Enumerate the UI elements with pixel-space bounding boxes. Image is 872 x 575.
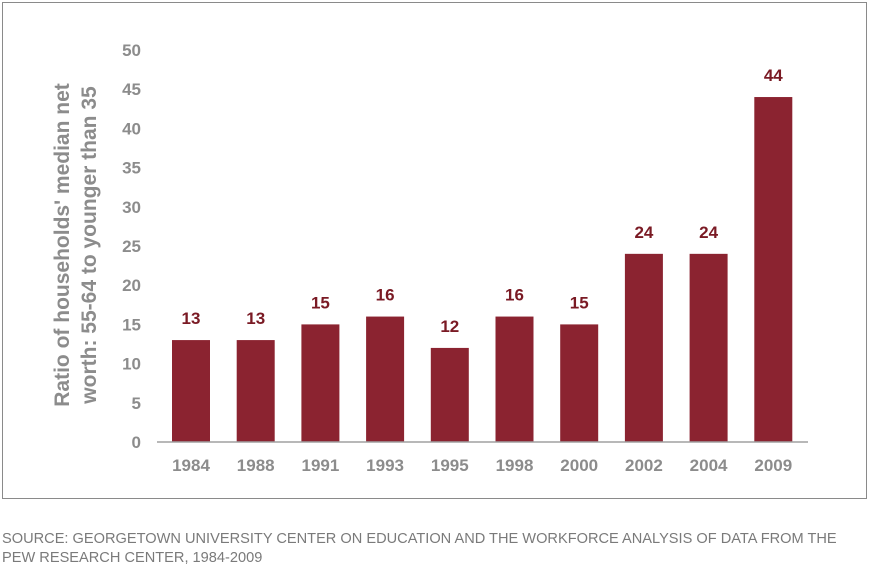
y-tick-label: 15	[122, 315, 141, 334]
x-tick-label: 2009	[754, 456, 792, 475]
bar-chart: Ratio of households' median net worth: 5…	[51, 41, 808, 475]
data-label: 24	[634, 223, 653, 242]
bars: 13 13 15 16 12 16 15 24 24 44	[172, 66, 793, 442]
x-tick-label: 1998	[496, 456, 534, 475]
data-label: 16	[505, 286, 524, 305]
y-tick-label: 0	[132, 433, 141, 452]
bar-1988	[236, 340, 275, 442]
x-tick-label: 2000	[560, 456, 598, 475]
y-axis-title: Ratio of households' median net worth: 5…	[51, 83, 101, 407]
x-tick-label: 2004	[690, 456, 728, 475]
data-label: 15	[570, 293, 589, 312]
data-label: 13	[182, 309, 201, 328]
bar-2000	[560, 324, 599, 442]
bar-1991	[301, 324, 340, 442]
data-label: 24	[699, 223, 718, 242]
source-note: SOURCE: GEORGETOWN UNIVERSITY CENTER ON …	[2, 531, 837, 566]
y-tick-label: 40	[122, 119, 141, 138]
data-label: 12	[440, 317, 459, 336]
bar-1995	[430, 347, 469, 442]
data-label: 16	[376, 286, 395, 305]
y-tick-label: 30	[122, 198, 141, 217]
bar-1998	[495, 316, 534, 442]
bar-1984	[172, 340, 210, 442]
x-tick-label: 1993	[366, 456, 404, 475]
data-label: 13	[246, 309, 265, 328]
bar-2009	[754, 97, 793, 442]
y-tick-label: 5	[132, 394, 141, 413]
data-label: 15	[311, 293, 330, 312]
x-tick-label: 1995	[431, 456, 469, 475]
y-tick-label: 50	[122, 41, 141, 60]
x-axis: 1984 1988 1991 1993 1995 1998 2000 2002 2004 2009	[172, 456, 792, 475]
y-tick-label: 35	[122, 159, 141, 178]
y-tick-label: 45	[122, 80, 141, 99]
chart-frame	[2, 2, 867, 499]
y-tick-label: 20	[122, 276, 141, 295]
y-axis-title-line-2: worth: 55-64 to younger than 35	[78, 86, 101, 405]
y-tick-label: 10	[122, 355, 141, 374]
x-tick-label: 1984	[172, 456, 210, 475]
data-label: 44	[764, 66, 783, 85]
x-tick-label: 1991	[301, 456, 339, 475]
x-tick-label: 1988	[237, 456, 275, 475]
y-tick-label: 25	[122, 237, 141, 256]
bar-1993	[366, 316, 405, 442]
bar-2004	[689, 253, 728, 442]
y-axis: 0 5 10 15 20 25 30 35 40 45 50	[122, 41, 141, 452]
y-axis-title-line-1: Ratio of households' median net	[51, 83, 74, 407]
bar-2002	[624, 253, 663, 442]
x-tick-label: 2002	[625, 456, 663, 475]
